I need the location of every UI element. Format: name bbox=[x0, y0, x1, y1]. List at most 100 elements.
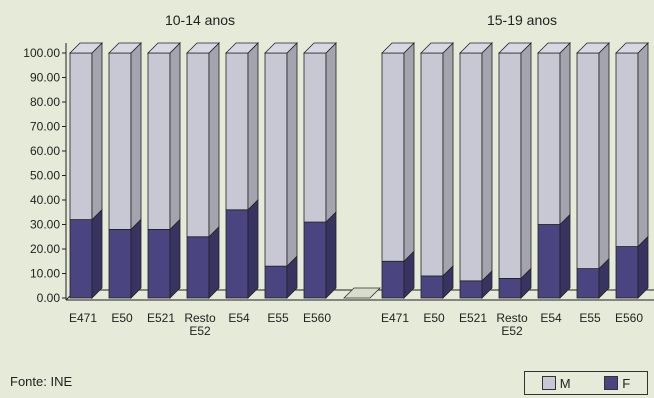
gap-floor bbox=[343, 287, 381, 299]
bar-top bbox=[615, 42, 649, 54]
legend-swatch-m bbox=[541, 376, 556, 390]
bar-f-side bbox=[169, 218, 181, 299]
chart-legend: M F bbox=[524, 371, 648, 395]
y-tick-label: 80.00 bbox=[30, 95, 60, 109]
y-tick-label: 90.00 bbox=[30, 71, 60, 85]
x-tick-label: E55 bbox=[579, 311, 601, 325]
bar-top bbox=[537, 42, 571, 54]
bar-f bbox=[498, 277, 522, 299]
y-tick-label: 40.00 bbox=[30, 193, 60, 207]
bar-f-side bbox=[559, 213, 571, 299]
bar-m-side bbox=[130, 42, 142, 231]
x-tick-label: Resto E52 bbox=[496, 311, 528, 338]
stacked-bar-chart: 0.00 10.00 20.00 30.00 40.00 50.00 60.00 70.00 8… bbox=[23, 12, 654, 338]
y-tick-label: 10.00 bbox=[30, 267, 60, 281]
bar-m-side bbox=[637, 42, 649, 248]
bar-f bbox=[225, 209, 249, 299]
bar-top bbox=[576, 42, 610, 54]
x-tick-label: E54 bbox=[540, 311, 562, 325]
bar-m-side bbox=[247, 42, 259, 211]
group-title: 10-14 anos bbox=[165, 12, 235, 28]
bar-m bbox=[576, 52, 600, 270]
y-tick-label: 70.00 bbox=[30, 120, 60, 134]
x-tick-label: E50 bbox=[111, 311, 133, 325]
bar-m-side bbox=[403, 42, 415, 263]
x-tick-label: E55 bbox=[267, 311, 289, 325]
bar-m-side bbox=[286, 42, 298, 268]
x-tick-label: E521 bbox=[459, 311, 487, 325]
x-tick-label: E471 bbox=[381, 311, 409, 325]
bar-f bbox=[381, 260, 405, 299]
bar-top bbox=[147, 42, 181, 54]
bar-top bbox=[303, 42, 337, 54]
x-tick-label: E50 bbox=[423, 311, 445, 325]
bar-m bbox=[420, 52, 444, 277]
y-tick-label: 100.00 bbox=[23, 46, 60, 60]
legend-swatch-f bbox=[604, 376, 619, 390]
y-tick-label: 60.00 bbox=[30, 144, 60, 158]
bar-top bbox=[498, 42, 532, 54]
source-note: Fonte: INE bbox=[10, 374, 73, 389]
bar-m-side bbox=[520, 42, 532, 280]
bar-top bbox=[459, 42, 493, 54]
x-tick-label: E560 bbox=[615, 311, 643, 325]
y-tick-label: 50.00 bbox=[30, 169, 60, 183]
bar-m bbox=[303, 52, 327, 223]
y-tick-label: 0.00 bbox=[37, 291, 61, 305]
bar-m-side bbox=[325, 42, 337, 224]
bar-f-side bbox=[208, 225, 220, 299]
bar-f-side bbox=[247, 198, 259, 299]
bar-m-side bbox=[559, 42, 571, 226]
bar-top bbox=[108, 42, 142, 54]
bar-f bbox=[147, 228, 171, 299]
bar-m-side bbox=[91, 42, 103, 221]
legend-label-m: M bbox=[559, 375, 571, 391]
bar-m bbox=[459, 52, 483, 282]
bar-m bbox=[69, 52, 93, 221]
bar-f-side bbox=[91, 208, 103, 299]
bar-m-side bbox=[169, 42, 181, 231]
bar-top bbox=[381, 42, 415, 54]
bar-m bbox=[264, 52, 288, 267]
bar-m-side bbox=[598, 42, 610, 270]
bar-m bbox=[147, 52, 171, 230]
bar-m bbox=[537, 52, 561, 225]
bar-top bbox=[264, 42, 298, 54]
legend-item-f: F bbox=[604, 376, 630, 391]
bar-f bbox=[420, 275, 444, 299]
bar-m bbox=[225, 52, 249, 211]
bar-m-side bbox=[442, 42, 454, 277]
bar-m bbox=[615, 52, 639, 247]
x-tick-label: E54 bbox=[228, 311, 250, 325]
x-tick-label: E521 bbox=[147, 311, 175, 325]
bar-m bbox=[381, 52, 405, 262]
bar-f bbox=[303, 221, 327, 299]
x-tick-label: E560 bbox=[303, 311, 331, 325]
bar-m-side bbox=[481, 42, 493, 282]
bar-f bbox=[459, 280, 483, 299]
bar-f bbox=[615, 246, 639, 299]
y-tick-label: 20.00 bbox=[30, 242, 60, 256]
bar-f-side bbox=[325, 211, 337, 299]
bar-f bbox=[108, 228, 132, 299]
bar-f-side bbox=[130, 218, 142, 299]
bar-f bbox=[264, 265, 288, 299]
x-tick-label: E471 bbox=[69, 311, 97, 325]
bar-f bbox=[186, 236, 210, 299]
y-tick-label: 30.00 bbox=[30, 218, 60, 232]
bar-m bbox=[186, 52, 210, 238]
bar-m-side bbox=[208, 42, 220, 238]
bar-top bbox=[186, 42, 220, 54]
bar-f bbox=[576, 268, 600, 299]
bar-m bbox=[498, 52, 522, 279]
bar-top bbox=[225, 42, 259, 54]
bar-f bbox=[69, 219, 93, 299]
legend-item-m: M bbox=[541, 375, 571, 391]
bar-m bbox=[108, 52, 132, 230]
group-title: 15-19 anos bbox=[487, 12, 557, 28]
bar-f bbox=[537, 224, 561, 299]
bar-top bbox=[69, 42, 103, 54]
x-tick-label: Resto E52 bbox=[184, 311, 216, 338]
bar-f-side bbox=[637, 235, 649, 299]
bar-top bbox=[420, 42, 454, 54]
